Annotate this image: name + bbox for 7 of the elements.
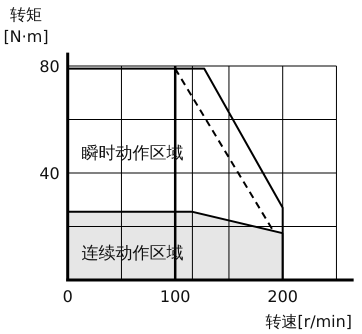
ylabel: 转矩 [N·m] (3, 5, 49, 46)
y-tick-label: 80 (39, 57, 60, 76)
x-tick-label: 0 (62, 287, 73, 306)
x-tick-label: 100 (160, 287, 190, 306)
y-tick-label: 40 (39, 164, 60, 183)
x-tick-label: 200 (267, 287, 298, 306)
xlabel: 转速[r/min] (265, 312, 352, 331)
